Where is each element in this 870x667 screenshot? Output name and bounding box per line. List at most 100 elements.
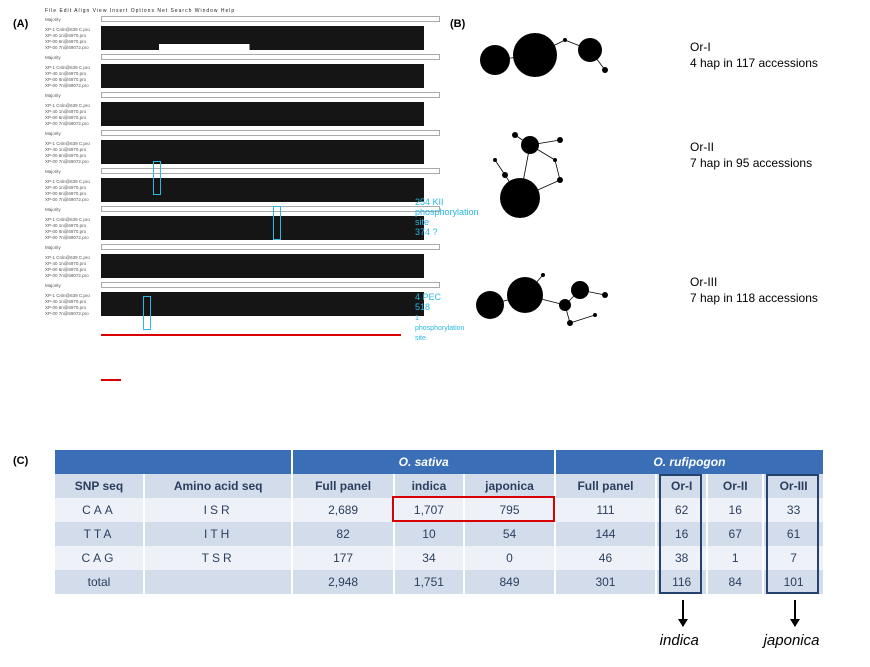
col-snp-seq: SNP seq [55, 474, 144, 498]
seq-label: XP-1 Cnln@639 C.pro [45, 217, 97, 222]
cell-val: 7 [763, 546, 824, 570]
cell-val: 62 [656, 498, 707, 522]
seq-bar [101, 120, 424, 126]
label-indica: indica [660, 632, 699, 649]
align-block: MajorityXP-1 Cnln@639 C.proXP-40 1n@6970… [45, 168, 440, 202]
seq-label: XP-00 6n@6970.pro [45, 229, 97, 234]
network-label-or-ii: Or-II7 hap in 95 accessions [690, 140, 812, 171]
seq-label: XP-00 7n@69072.pro [45, 45, 97, 50]
cell-val: 34 [394, 546, 464, 570]
cell-val: 46 [555, 546, 656, 570]
haplotype-network-or-iii [455, 255, 645, 370]
cell-val: 111 [555, 498, 656, 522]
seq-label: XP-00 7n@69072.pro [45, 121, 97, 126]
table-row: CAAISR2,6891,707795111621633 [55, 498, 824, 522]
align-block: MajorityXP-1 Cnln@639 C.proXP-40 1n@6970… [45, 282, 440, 316]
group-sativa: O. sativa [292, 450, 554, 474]
align-block: Majority XP-1 Cnln@639 C.proXP-40 1n@6970… [45, 206, 440, 240]
cell-aa [144, 570, 293, 594]
seq-label: XP-00 6n@6970.pro [45, 39, 97, 44]
seq-label: XP-00 7n@69072.pro [45, 159, 97, 164]
cell-val: 2,689 [292, 498, 393, 522]
seq-label: XP-00 6n@6970.pro [45, 115, 97, 120]
seq-label: XP-40 1n@6970.pro [45, 223, 97, 228]
alignment-blocks: MajorityXP-1 Cnln@639 C.proXP-40 1n@6970… [45, 16, 440, 316]
cell-aa: TSR [144, 546, 293, 570]
seq-label: XP-00 6n@6970.pro [45, 305, 97, 310]
seq-bar [101, 234, 424, 240]
align-block: Majority XP-1 Cnln@639 C.proXP-40 1n@6970… [45, 16, 440, 50]
table-row: total2,9481,75184930111684101 [55, 570, 824, 594]
cell-val: 16 [707, 498, 763, 522]
seq-label: XP-00 7n@69072.pro [45, 273, 97, 278]
arrow-japonica [794, 600, 796, 626]
group-rufipogon: O. rufipogon [555, 450, 824, 474]
network-label-or-iii: Or-III7 hap in 118 accessions [690, 275, 818, 306]
seq-label: XP-1 Cnln@639 C.pro [45, 179, 97, 184]
seq-label: XP-1 Cnln@639 C.pro [45, 65, 97, 70]
snp-table: O. sativa O. rufipogon SNP seqAmino acid… [55, 450, 825, 594]
alignment-menu: File Edit Align View Insert Options Net … [45, 8, 440, 14]
arrow-indica [682, 600, 684, 626]
majority-label: Majority [45, 55, 97, 60]
cell-snp: TTA [55, 522, 144, 546]
cell-val: 101 [763, 570, 824, 594]
seq-label: XP-00 6n@6970.pro [45, 77, 97, 82]
align-block: Majority XP-1 Cnln@639 C.proXP-40 1n@6970… [45, 54, 440, 88]
majority-label: Majority [45, 93, 97, 98]
cell-val: 849 [464, 570, 555, 594]
cell-val: 10 [394, 522, 464, 546]
cell-val: 116 [656, 570, 707, 594]
majority-label: Majority [45, 245, 97, 250]
table-row: TTAITH821054144166761 [55, 522, 824, 546]
align-block: MajorityXP-1 Cnln@639 C.proXP-40 1n@6970… [45, 130, 440, 164]
seq-label: XP-40 1n@6970.pro [45, 33, 97, 38]
col-header-row: SNP seqAmino acid seqFull panelindicajap… [55, 474, 824, 498]
cell-val: 16 [656, 522, 707, 546]
cell-val: 84 [707, 570, 763, 594]
cell-val: 1 [707, 546, 763, 570]
seq-label: XP-00 7n@69072.pro [45, 311, 97, 316]
col-or-iii: Or-III [763, 474, 824, 498]
col-full-panel: Full panel [555, 474, 656, 498]
cell-val: 82 [292, 522, 393, 546]
seq-label: XP-40 1n@6970.pro [45, 71, 97, 76]
cell-aa: ITH [144, 522, 293, 546]
seq-label: XP-1 Cnln@639 C.pro [45, 27, 97, 32]
seq-label: XP-00 7n@69072.pro [45, 235, 97, 240]
seq-label: XP-00 7n@69072.pro [45, 83, 97, 88]
majority-label: Majority [45, 17, 97, 22]
cell-val: 38 [656, 546, 707, 570]
majority-label: Majority [45, 207, 97, 212]
seq-label: XP-1 Cnln@639 C.pro [45, 293, 97, 298]
cell-val: 144 [555, 522, 656, 546]
majority-label: Majority [45, 169, 97, 174]
network-label-or-i: Or-I4 hap in 117 accessions [690, 40, 818, 71]
align-block: MajorityXP-1 Cnln@639 C.proXP-40 1n@6970… [45, 244, 440, 278]
align-block: MajorityXP-1 Cnln@639 C.proXP-40 1n@6970… [45, 92, 440, 126]
group-blank [55, 450, 292, 474]
red-underline-2 [101, 379, 121, 381]
seq-bar [101, 44, 424, 50]
cell-val: 795 [464, 498, 555, 522]
red-underline-1 [101, 334, 401, 336]
seq-bar [101, 82, 424, 88]
cell-val: 2,948 [292, 570, 393, 594]
cell-val: 1,707 [394, 498, 464, 522]
seq-label: XP-1 Cnln@639 C.pro [45, 141, 97, 146]
haplotype-network-or-i [455, 20, 645, 135]
cell-val: 0 [464, 546, 555, 570]
cell-val: 301 [555, 570, 656, 594]
seq-bar [101, 310, 424, 316]
col-amino-acid-seq: Amino acid seq [144, 474, 293, 498]
col-or-ii: Or-II [707, 474, 763, 498]
seq-label: XP-40 1n@6970.pro [45, 147, 97, 152]
panel-a-alignment: File Edit Align View Insert Options Net … [45, 8, 440, 398]
seq-label: XP-1 Cnln@639 C.pro [45, 255, 97, 260]
seq-label: XP-1 Cnln@639 C.pro [45, 103, 97, 108]
cell-val: 61 [763, 522, 824, 546]
majority-label: Majority [45, 283, 97, 288]
panel-a-label: (A) [13, 18, 28, 30]
cell-aa: ISR [144, 498, 293, 522]
cell-val: 54 [464, 522, 555, 546]
